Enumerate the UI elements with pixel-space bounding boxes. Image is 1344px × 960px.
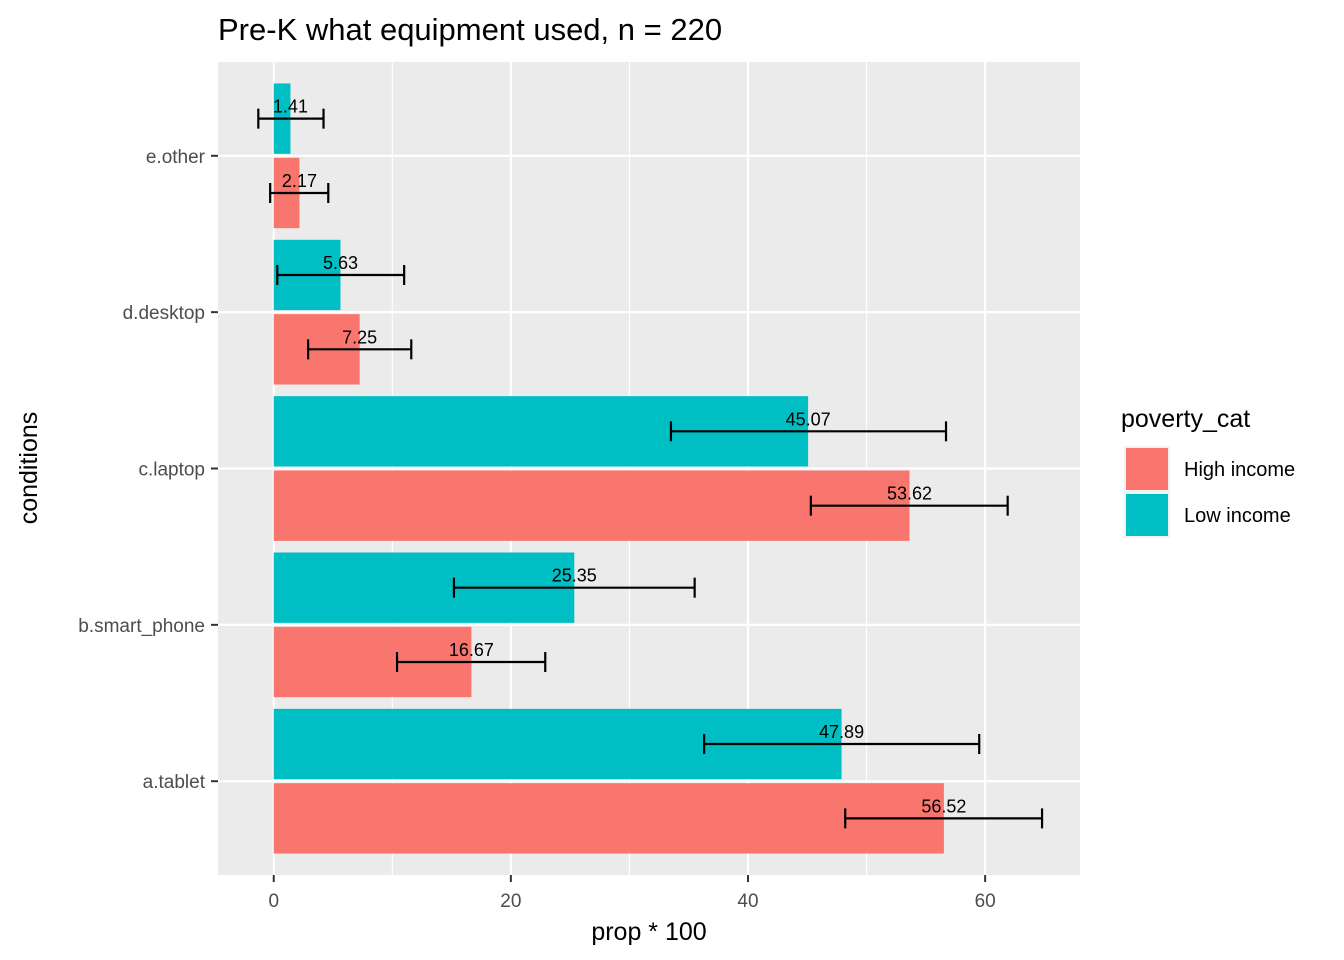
legend-swatch bbox=[1126, 494, 1168, 536]
legend-title: poverty_cat bbox=[1121, 405, 1250, 433]
bar-label: 56.52 bbox=[921, 796, 966, 816]
bar-label: 7.25 bbox=[342, 327, 377, 347]
y-tick-label: e.other bbox=[146, 147, 206, 168]
legend-item: High income bbox=[1124, 446, 1295, 492]
bar-label: 47.89 bbox=[819, 722, 864, 742]
legend-label: High income bbox=[1184, 459, 1295, 481]
bar bbox=[273, 783, 944, 854]
error-bar bbox=[703, 734, 981, 755]
x-tick-label: 20 bbox=[500, 891, 521, 912]
error-bar bbox=[452, 577, 696, 598]
error-bar bbox=[395, 652, 547, 673]
bar-label: 2.17 bbox=[282, 171, 317, 191]
error-bar bbox=[669, 421, 948, 442]
bar-label: 53.62 bbox=[887, 484, 932, 504]
bar-labels: 56.52 16.67 53.62 7.25 2.17 47.89 25.35 45.07 5.… bbox=[273, 97, 966, 817]
bar-label: 25.35 bbox=[552, 566, 597, 586]
axes: 0 20 40 60 a.tablet b.smart_phone c.laptop d.de… bbox=[78, 147, 995, 912]
y-tick-label: a.tablet bbox=[143, 772, 206, 793]
error-bar bbox=[269, 182, 330, 203]
chart-title: Pre-K what equipment used, n = 220 bbox=[218, 12, 722, 47]
grid-lines bbox=[218, 62, 1080, 875]
legend-swatch bbox=[1126, 448, 1168, 490]
bar-label: 5.63 bbox=[323, 253, 358, 273]
bar bbox=[273, 470, 910, 541]
error-bar bbox=[307, 339, 413, 360]
x-tick-label: 60 bbox=[975, 891, 996, 912]
error-bars bbox=[257, 108, 1044, 829]
legend: poverty_cat High income Low income bbox=[1121, 405, 1295, 538]
legend-item: Low income bbox=[1124, 492, 1291, 538]
bars bbox=[273, 83, 944, 854]
y-axis-title: conditions bbox=[15, 412, 43, 525]
x-tick-label: 40 bbox=[737, 891, 758, 912]
legend-label: Low income bbox=[1184, 505, 1291, 527]
x-tick-label: 0 bbox=[268, 891, 279, 912]
y-tick-label: c.laptop bbox=[138, 460, 205, 481]
bar-label: 1.41 bbox=[273, 97, 308, 117]
y-tick-label: b.smart_phone bbox=[78, 616, 205, 637]
error-bar bbox=[844, 808, 1044, 829]
error-bar bbox=[809, 495, 1009, 516]
y-tick-label: d.desktop bbox=[123, 303, 205, 324]
bar-label: 16.67 bbox=[449, 640, 494, 660]
bar-label: 45.07 bbox=[786, 409, 831, 429]
error-bar bbox=[276, 264, 406, 285]
x-axis-title: prop * 100 bbox=[591, 918, 706, 946]
error-bar bbox=[257, 108, 325, 129]
